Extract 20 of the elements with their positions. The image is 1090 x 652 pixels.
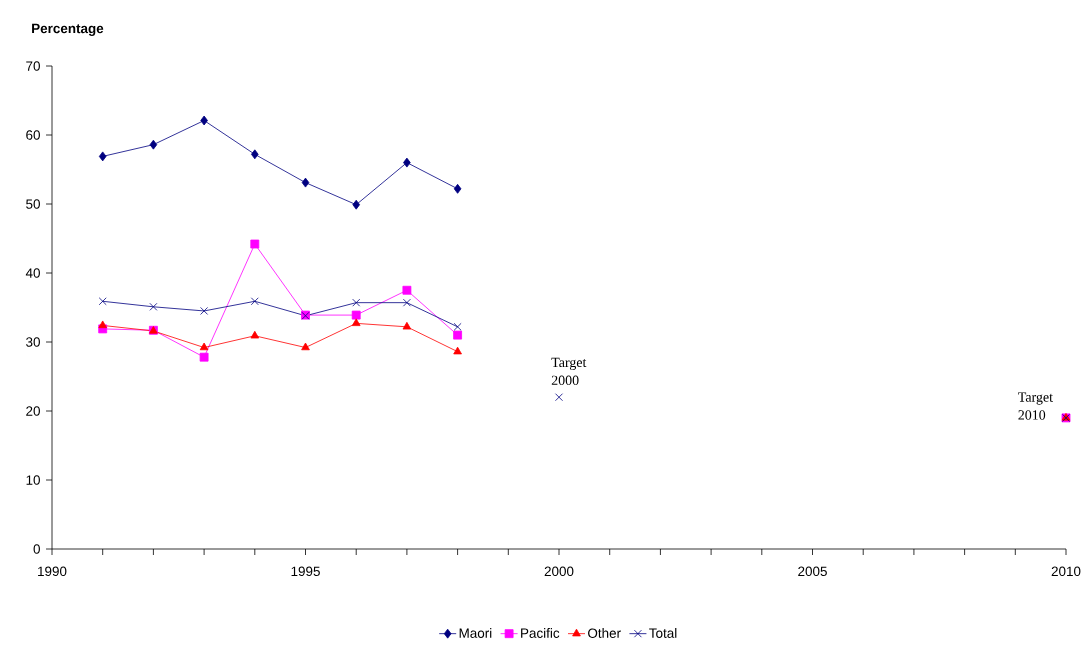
- x-tick-label: 1995: [291, 566, 320, 577]
- x-tick-label: 2005: [798, 566, 827, 577]
- y-tick-label: 50: [26, 199, 40, 209]
- y-axis-title: Percentage: [32, 23, 104, 36]
- y-tick-label: 20: [26, 406, 40, 416]
- x-tick-label: 1990: [38, 566, 67, 577]
- y-tick-label: 10: [26, 475, 40, 485]
- legend-label: Total: [649, 628, 677, 638]
- x-tick-label: 2000: [544, 566, 574, 577]
- x-tick-label: 2010: [1051, 566, 1081, 577]
- legend-label: Maori: [459, 628, 492, 638]
- annotation: Target 2010: [1018, 392, 1053, 420]
- annotation: Target 2000: [551, 357, 587, 385]
- y-tick-label: 70: [26, 61, 40, 71]
- legend-label: Other: [588, 628, 621, 638]
- y-tick-label: 0: [33, 544, 40, 554]
- legend-label: Pacific: [521, 628, 560, 638]
- y-tick-label: 60: [26, 130, 40, 140]
- y-tick-label: 30: [26, 337, 40, 347]
- y-tick-label: 40: [25, 268, 40, 278]
